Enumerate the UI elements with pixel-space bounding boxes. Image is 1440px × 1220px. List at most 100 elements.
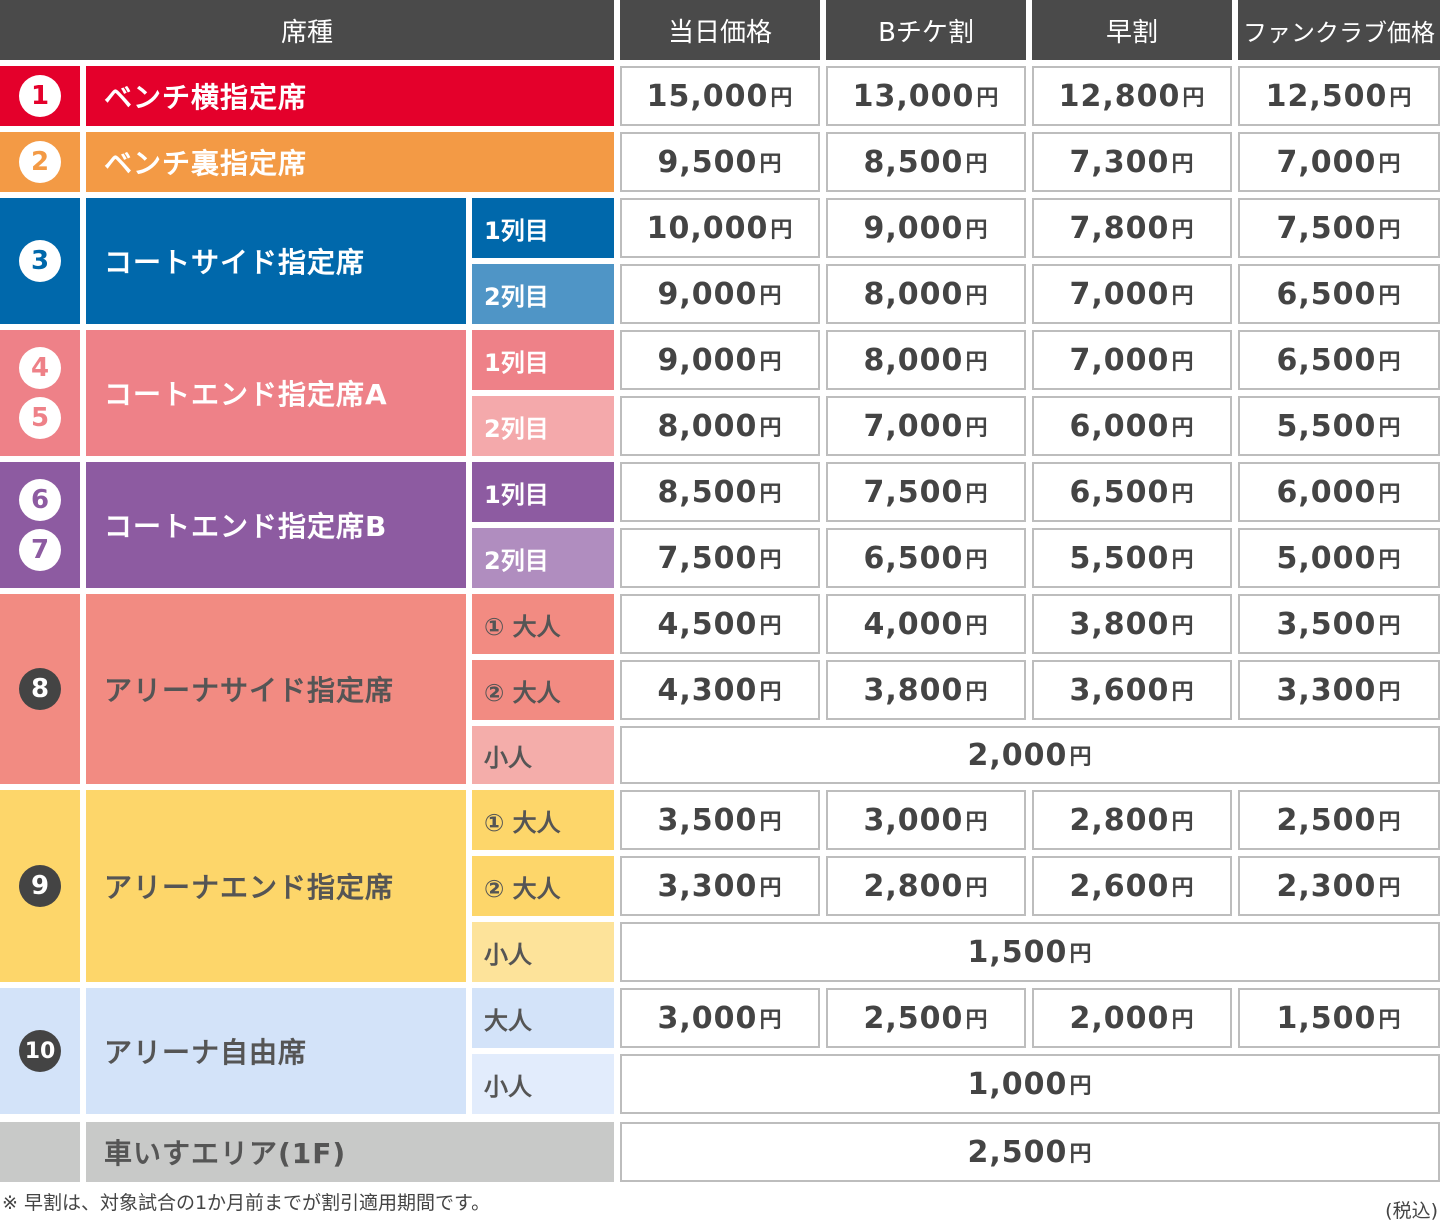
- header-day-price: 当日価格: [620, 0, 820, 60]
- price-cell: 6,000 円: [1238, 462, 1440, 522]
- currency-unit: 円: [965, 218, 989, 243]
- price-cell: 8,500 円: [620, 462, 820, 522]
- price-value: 7,500: [863, 474, 964, 510]
- seat-number-badge: 8: [19, 668, 61, 710]
- currency-unit: 円: [965, 284, 989, 309]
- currency-unit: 円: [1378, 614, 1402, 639]
- row-sub-label: 小人: [472, 1054, 614, 1114]
- seat-number-cell: 10: [0, 988, 80, 1114]
- currency-unit: 円: [1171, 416, 1195, 441]
- price-value: 7,000: [1276, 144, 1377, 180]
- seat-name: コートエンド指定席A: [86, 330, 466, 456]
- currency-unit: 円: [1389, 86, 1413, 111]
- currency-unit: 円: [759, 284, 783, 309]
- price-value: 8,000: [657, 408, 758, 444]
- price-cell: 2,500 円: [620, 1122, 1440, 1182]
- header-seat-type: 席種: [0, 0, 614, 60]
- price-cell: 3,300 円: [1238, 660, 1440, 720]
- price-value: 6,500: [1276, 342, 1377, 378]
- price-cell: 6,500 円: [1238, 264, 1440, 324]
- price-value: 8,000: [863, 342, 964, 378]
- currency-unit: 円: [1378, 810, 1402, 835]
- price-value: 7,500: [657, 540, 758, 576]
- header-early-price: 早割: [1032, 0, 1232, 60]
- price-cell: 6,500 円: [826, 528, 1026, 588]
- price-cell: 3,000 円: [620, 988, 820, 1048]
- currency-unit: 円: [759, 416, 783, 441]
- price-cell: 9,000 円: [826, 198, 1026, 258]
- price-value: 4,000: [863, 606, 964, 642]
- currency-unit: 円: [965, 1008, 989, 1033]
- row-sub-label: ② 大人: [472, 856, 614, 916]
- price-value: 3,500: [657, 802, 758, 838]
- currency-unit: 円: [1171, 614, 1195, 639]
- currency-unit: 円: [770, 218, 794, 243]
- price-value: 12,500: [1265, 78, 1388, 114]
- price-value: 2,800: [1069, 802, 1170, 838]
- price-value: 7,000: [1069, 342, 1170, 378]
- price-cell: 1,000 円: [620, 1054, 1440, 1114]
- row-sub-label: 小人: [472, 922, 614, 982]
- currency-unit: 円: [1171, 482, 1195, 507]
- seat-name: 車いすエリア(1F): [86, 1122, 614, 1182]
- currency-unit: 円: [965, 152, 989, 177]
- currency-unit: 円: [1069, 745, 1093, 770]
- seat-name: アリーナエンド指定席: [86, 790, 466, 982]
- seat-number-cell: [0, 1122, 80, 1182]
- price-cell: 7,300 円: [1032, 132, 1232, 192]
- seat-name: コートエンド指定席B: [86, 462, 466, 588]
- price-value: 1,500: [1276, 1000, 1377, 1036]
- row-sub-label: 小人: [472, 726, 614, 784]
- price-cell: 2,500 円: [1238, 790, 1440, 850]
- price-value: 7,500: [1276, 210, 1377, 246]
- price-cell: 4,000 円: [826, 594, 1026, 654]
- row-sub-label: 2列目: [472, 396, 614, 456]
- price-cell: 2,000 円: [1032, 988, 1232, 1048]
- price-value: 3,500: [1276, 606, 1377, 642]
- currency-unit: 円: [770, 86, 794, 111]
- price-cell: 1,500 円: [620, 922, 1440, 982]
- price-value: 5,500: [1276, 408, 1377, 444]
- currency-unit: 円: [1171, 152, 1195, 177]
- currency-unit: 円: [965, 810, 989, 835]
- price-value: 2,500: [967, 1134, 1068, 1170]
- seat-number-badge: 10: [19, 1030, 61, 1072]
- price-cell: 6,500 円: [1032, 462, 1232, 522]
- seat-number-badge: 3: [19, 240, 61, 282]
- currency-unit: 円: [759, 680, 783, 705]
- currency-unit: 円: [1378, 548, 1402, 573]
- header-bticket-price: Bチケ割: [826, 0, 1026, 60]
- currency-unit: 円: [1378, 350, 1402, 375]
- currency-unit: 円: [1171, 876, 1195, 901]
- currency-unit: 円: [1378, 1008, 1402, 1033]
- price-cell: 9,500 円: [620, 132, 820, 192]
- price-value: 7,000: [863, 408, 964, 444]
- currency-unit: 円: [1069, 942, 1093, 967]
- price-cell: 4,500 円: [620, 594, 820, 654]
- price-cell: 4,300 円: [620, 660, 820, 720]
- price-cell: 8,000 円: [826, 264, 1026, 324]
- price-value: 3,300: [657, 868, 758, 904]
- row-sub-label: 1列目: [472, 198, 614, 258]
- price-cell: 2,000 円: [620, 726, 1440, 784]
- price-cell: 3,000 円: [826, 790, 1026, 850]
- price-value: 5,000: [1276, 540, 1377, 576]
- price-value: 9,000: [657, 342, 758, 378]
- price-cell: 7,000 円: [1032, 264, 1232, 324]
- seat-number-badge: 2: [19, 141, 61, 183]
- seat-name: アリーナ自由席: [86, 988, 466, 1114]
- price-cell: 8,000 円: [826, 330, 1026, 390]
- row-sub-label: 1列目: [472, 330, 614, 390]
- seat-number-badge: 9: [19, 865, 61, 907]
- price-cell: 7,500 円: [1238, 198, 1440, 258]
- price-cell: 1,500 円: [1238, 988, 1440, 1048]
- price-value: 4,500: [657, 606, 758, 642]
- price-value: 7,800: [1069, 210, 1170, 246]
- price-value: 9,500: [657, 144, 758, 180]
- price-value: 3,000: [863, 802, 964, 838]
- seat-number-cell: 8: [0, 594, 80, 784]
- price-cell: 5,500 円: [1032, 528, 1232, 588]
- price-cell: 3,600 円: [1032, 660, 1232, 720]
- price-value: 6,500: [863, 540, 964, 576]
